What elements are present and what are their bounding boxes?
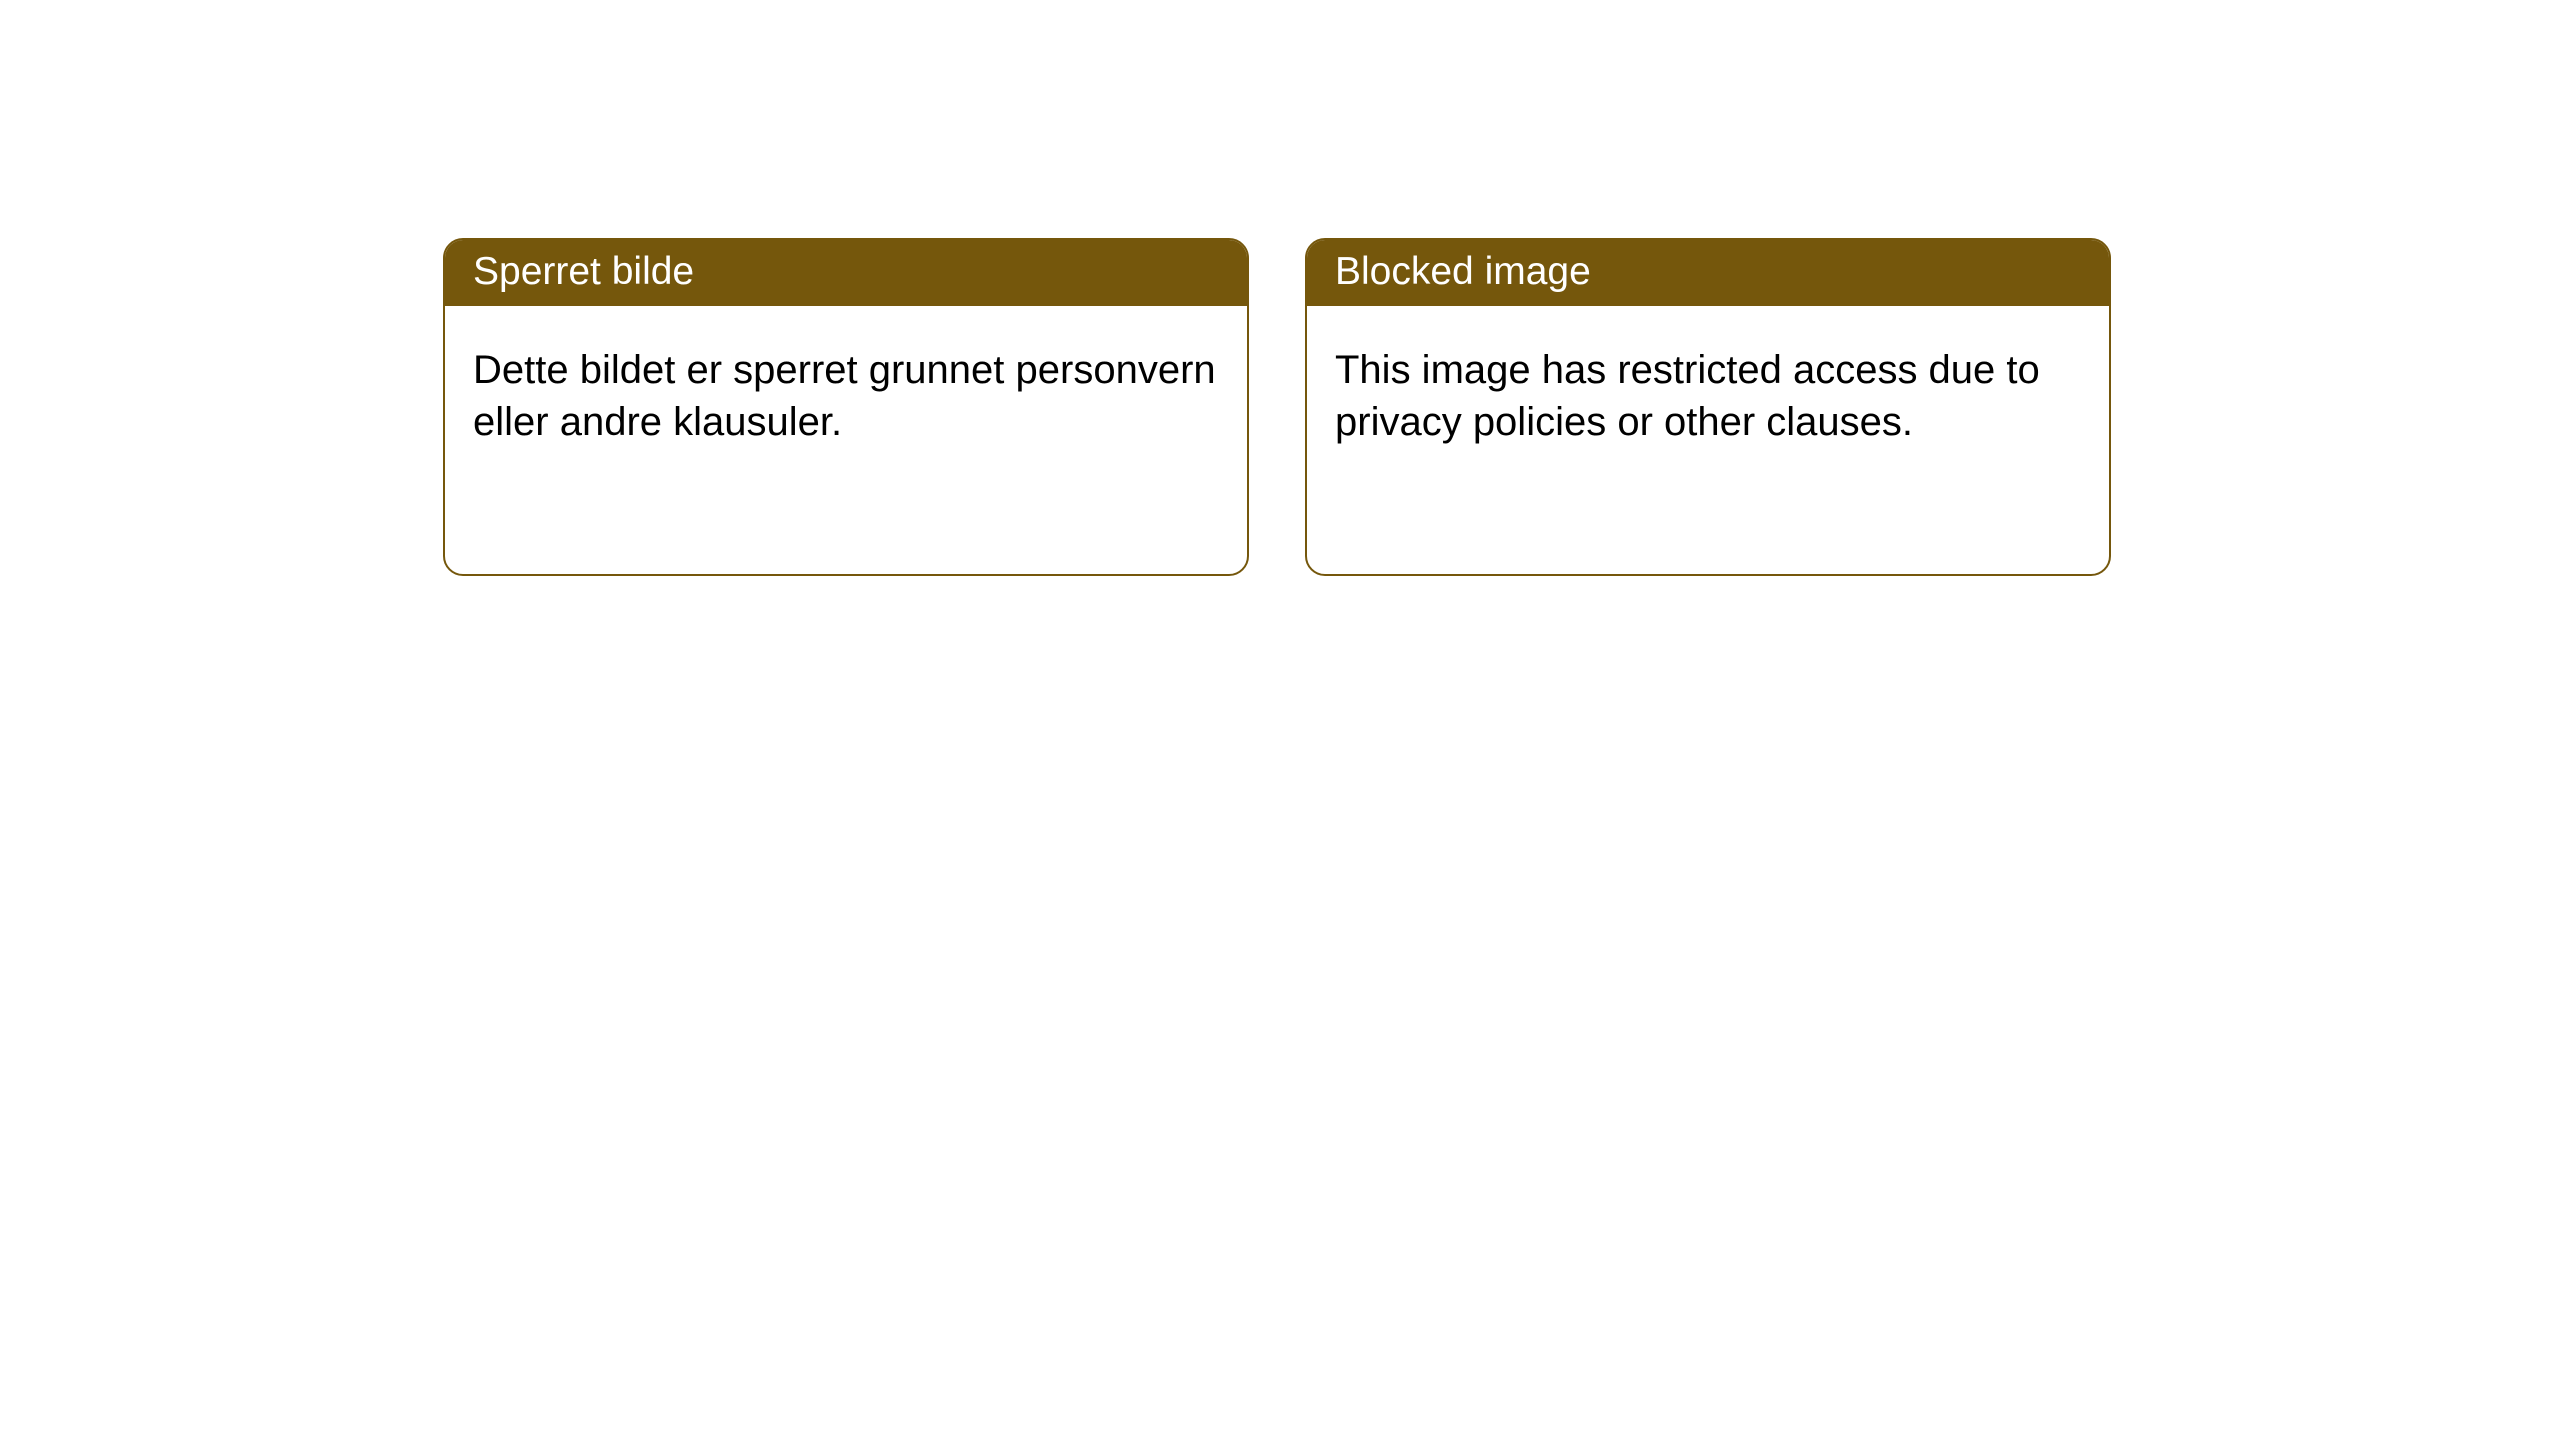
card-header: Sperret bilde [445,240,1247,306]
card-english: Blocked image This image has restricted … [1305,238,2111,576]
cards-row: Sperret bilde Dette bildet er sperret gr… [443,238,2111,576]
card-body: This image has restricted access due to … [1307,306,2109,574]
card-norwegian: Sperret bilde Dette bildet er sperret gr… [443,238,1249,576]
card-header: Blocked image [1307,240,2109,306]
card-body: Dette bildet er sperret grunnet personve… [445,306,1247,574]
page-root: Sperret bilde Dette bildet er sperret gr… [0,0,2560,1440]
